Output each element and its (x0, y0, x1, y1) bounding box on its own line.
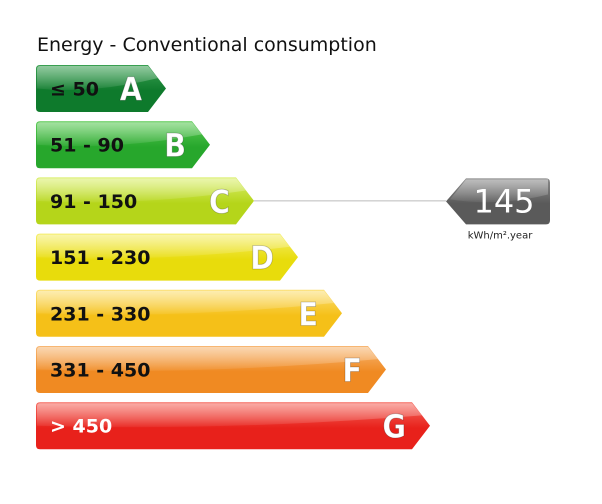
energy-class-range-label: 91 - 150 (50, 191, 137, 213)
consumption-value: 145 (473, 182, 534, 220)
energy-class-letter: F (342, 352, 362, 390)
energy-class-range-label: 51 - 90 (50, 135, 124, 157)
energy-class-letter: G (382, 408, 406, 446)
energy-class-letter: D (250, 239, 274, 277)
energy-class-letter: A (120, 71, 143, 109)
chart-title: Energy - Conventional consumption (37, 34, 377, 56)
energy-class-range-label: 151 - 230 (50, 247, 150, 269)
energy-class-f-bar: 331 - 450 F (36, 346, 386, 393)
energy-class-d-bar: 151 - 230 D (36, 233, 298, 281)
energy-class-a-bar: ≤ 50 A (36, 65, 166, 112)
energy-class-range-label: > 450 (50, 416, 112, 438)
consumption-unit: kWh/m².year (468, 230, 534, 241)
energy-class-b-bar: 51 - 90 B (36, 121, 210, 169)
energy-class-c-bar: 91 - 150 C (36, 177, 254, 225)
consumption-indicator: 145 kWh/m².year (446, 178, 550, 241)
energy-class-range-label: 231 - 330 (50, 303, 150, 325)
energy-class-letter: C (209, 183, 230, 221)
energy-class-g-bar: > 450 G (36, 402, 430, 450)
energy-class-range-label: ≤ 50 (50, 79, 99, 101)
energy-class-e-bar: 231 - 330 E (36, 289, 342, 337)
energy-class-letter: B (164, 127, 186, 165)
energy-class-letter: E (298, 295, 318, 333)
energy-class-range-label: 331 - 450 (50, 360, 150, 382)
